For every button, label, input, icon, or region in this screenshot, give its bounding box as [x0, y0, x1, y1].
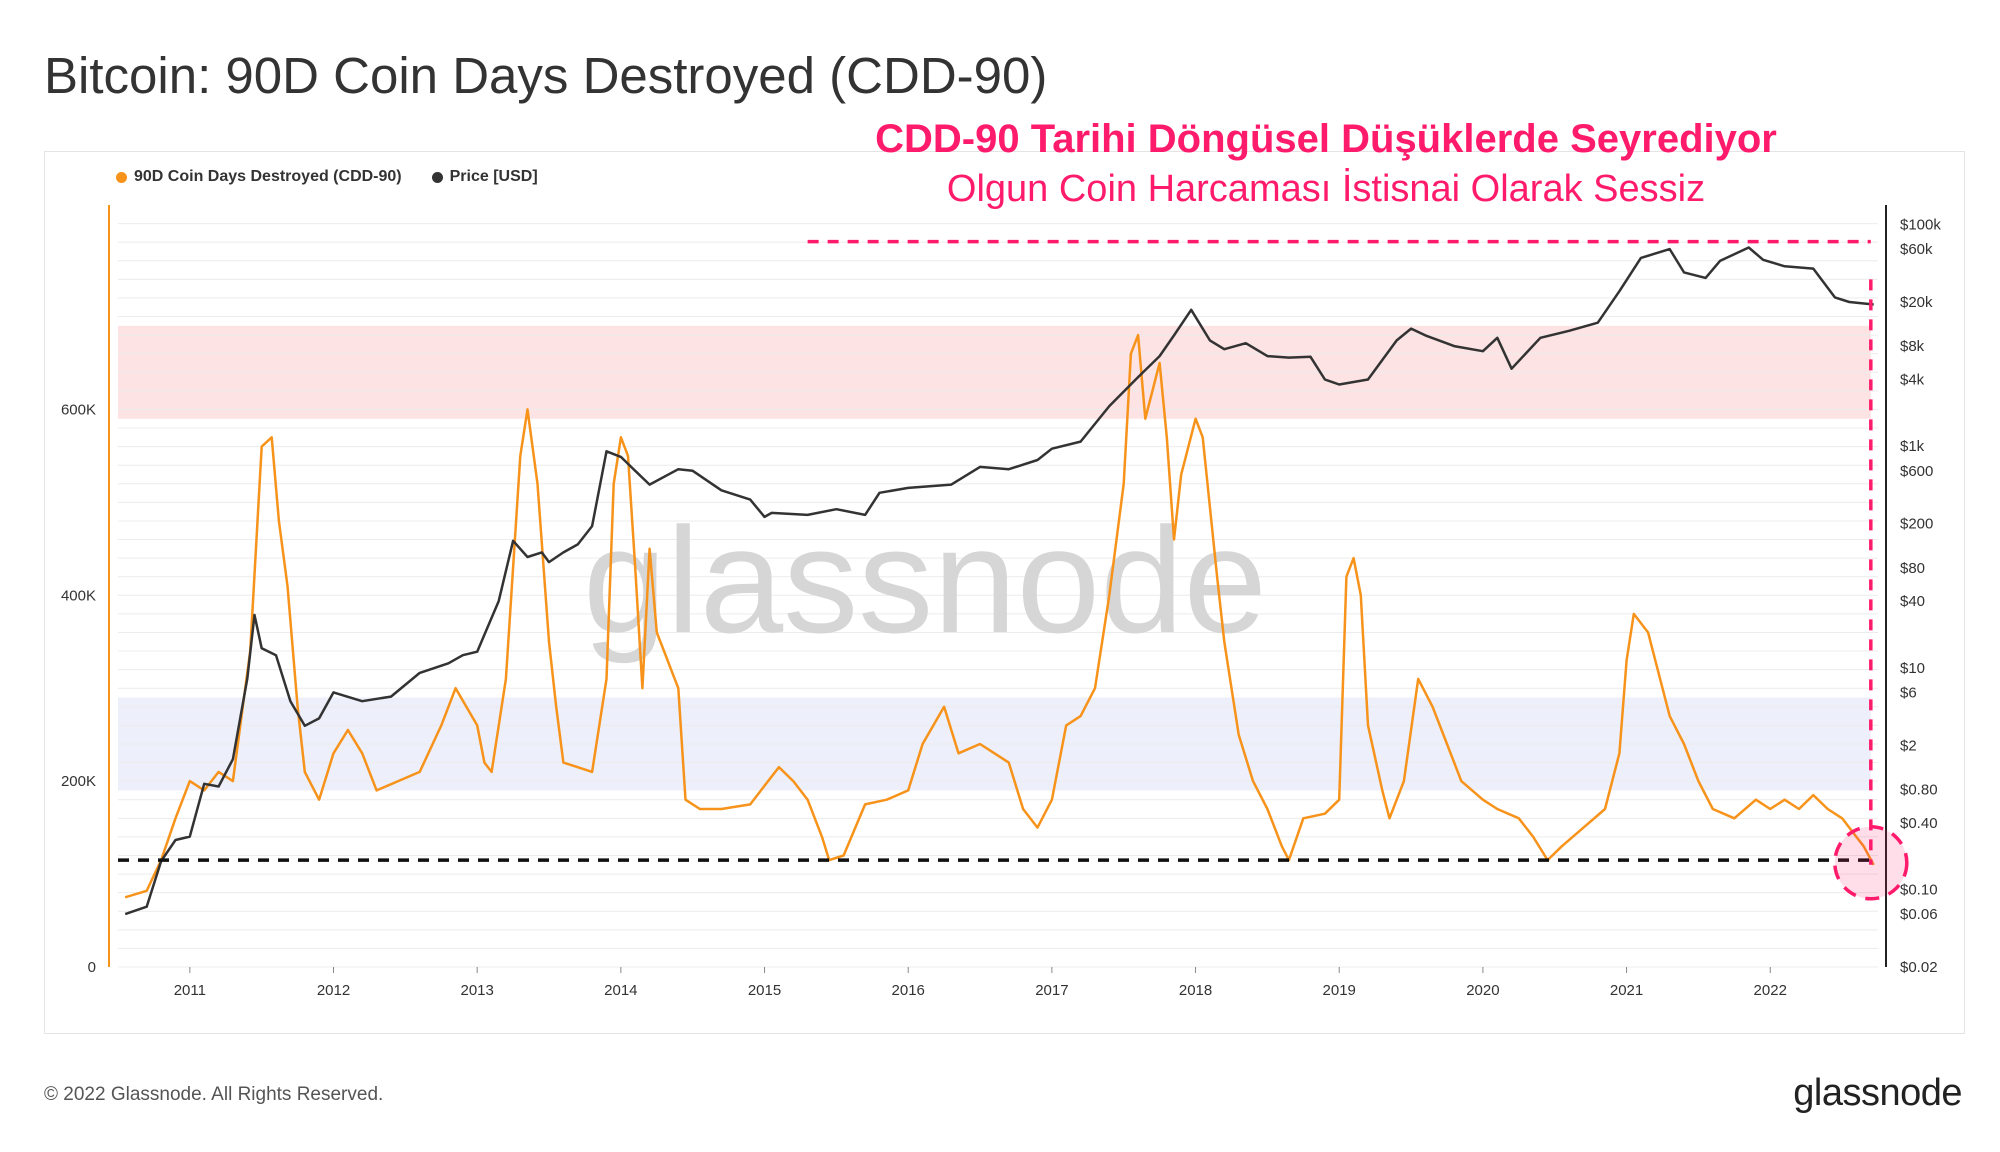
x-tick-label: 2014 — [604, 982, 637, 999]
y-left-tick-label: 400K — [61, 587, 96, 604]
x-tick-label: 2011 — [174, 982, 206, 999]
y-right-tick-label: $100k — [1900, 217, 1941, 234]
x-ticks: 2011 2012 2013 2014 2015 2016 2017 2018 2019 2020… — [174, 967, 1787, 999]
y-right-tick-label: $6 — [1900, 684, 1917, 701]
x-tick-label: 2020 — [1466, 982, 1499, 999]
y-right-tick-label: $10 — [1900, 660, 1925, 677]
y-right-tick-label: $600 — [1900, 463, 1933, 480]
y-right-tick-label: $0.40 — [1900, 815, 1938, 832]
x-tick-label: 2019 — [1323, 982, 1356, 999]
x-tick-label: 2015 — [748, 982, 781, 999]
legend-label-price: Price [USD] — [449, 168, 538, 185]
legend-item-cdd[interactable]: 90D Coin Days Destroyed (CDD-90) — [116, 168, 402, 186]
y-right-tick-label: $8k — [1900, 338, 1925, 355]
brand-logo: glassnode — [1793, 1072, 1962, 1114]
y-right-tick-label: $0.02 — [1900, 959, 1938, 976]
y-right-tick-label: $40 — [1900, 593, 1925, 610]
chart-frame — [44, 151, 1965, 1034]
y-left-ticks: 0 200K 400K 600K — [61, 401, 96, 976]
y-right-tick-label: $0.06 — [1900, 906, 1938, 923]
y-right-tick-label: $0.10 — [1900, 882, 1938, 899]
watermark: glassnode — [583, 496, 1267, 664]
x-tick-label: 2012 — [317, 982, 350, 999]
x-tick-label: 2021 — [1610, 982, 1643, 999]
legend-dot-price — [431, 171, 443, 183]
series-layer — [124, 246, 1875, 916]
legend-label-cdd: 90D Coin Days Destroyed (CDD-90) — [134, 168, 402, 185]
page-title: Bitcoin: 90D Coin Days Destroyed (CDD-90… — [44, 47, 1048, 104]
y-left-tick-label: 200K — [61, 773, 96, 790]
y-right-tick-label: $80 — [1900, 560, 1925, 577]
y-right-tick-label: $0.80 — [1900, 781, 1938, 798]
chart-legend: 90D Coin Days Destroyed (CDD-90) Price [… — [116, 168, 538, 186]
reference-lines — [118, 239, 1909, 901]
y-left-tick-label: 600K — [61, 401, 96, 418]
x-tick-label: 2016 — [892, 982, 925, 999]
x-tick-label: 2017 — [1035, 982, 1068, 999]
y-right-tick-label: $60k — [1900, 241, 1933, 258]
y-right-ticks: $100k $60k $20k $8k $4k $1k $600 $200 $80 $40 $10 $… — [1900, 217, 1941, 976]
highlight-circle — [1833, 825, 1909, 901]
x-tick-label: 2022 — [1754, 982, 1787, 999]
annotation-subline: Olgun Coin Harcaması İstisnai Olarak Ses… — [946, 168, 1706, 210]
y-right-tick-label: $2 — [1900, 737, 1917, 754]
y-right-tick-label: $200 — [1900, 516, 1933, 533]
x-tick-label: 2013 — [460, 982, 493, 999]
cdd-series-line — [124, 333, 1875, 899]
y-right-tick-label: $20k — [1900, 294, 1933, 311]
price-series-line — [124, 246, 1874, 916]
legend-item-price[interactable]: Price [USD] — [431, 168, 538, 186]
grid-lines — [118, 223, 1878, 968]
x-tick-label: 2018 — [1179, 982, 1212, 999]
annotation-headline: CDD-90 Tarihi Döngüsel Düşüklerde Seyred… — [875, 117, 1777, 161]
legend-dot-cdd — [116, 171, 127, 183]
y-right-tick-label: $1k — [1900, 438, 1925, 455]
y-right-tick-label: $4k — [1900, 371, 1925, 388]
copyright-text: © 2022 Glassnode. All Rights Reserved. — [44, 1084, 384, 1105]
y-left-tick-label: 0 — [88, 959, 96, 976]
